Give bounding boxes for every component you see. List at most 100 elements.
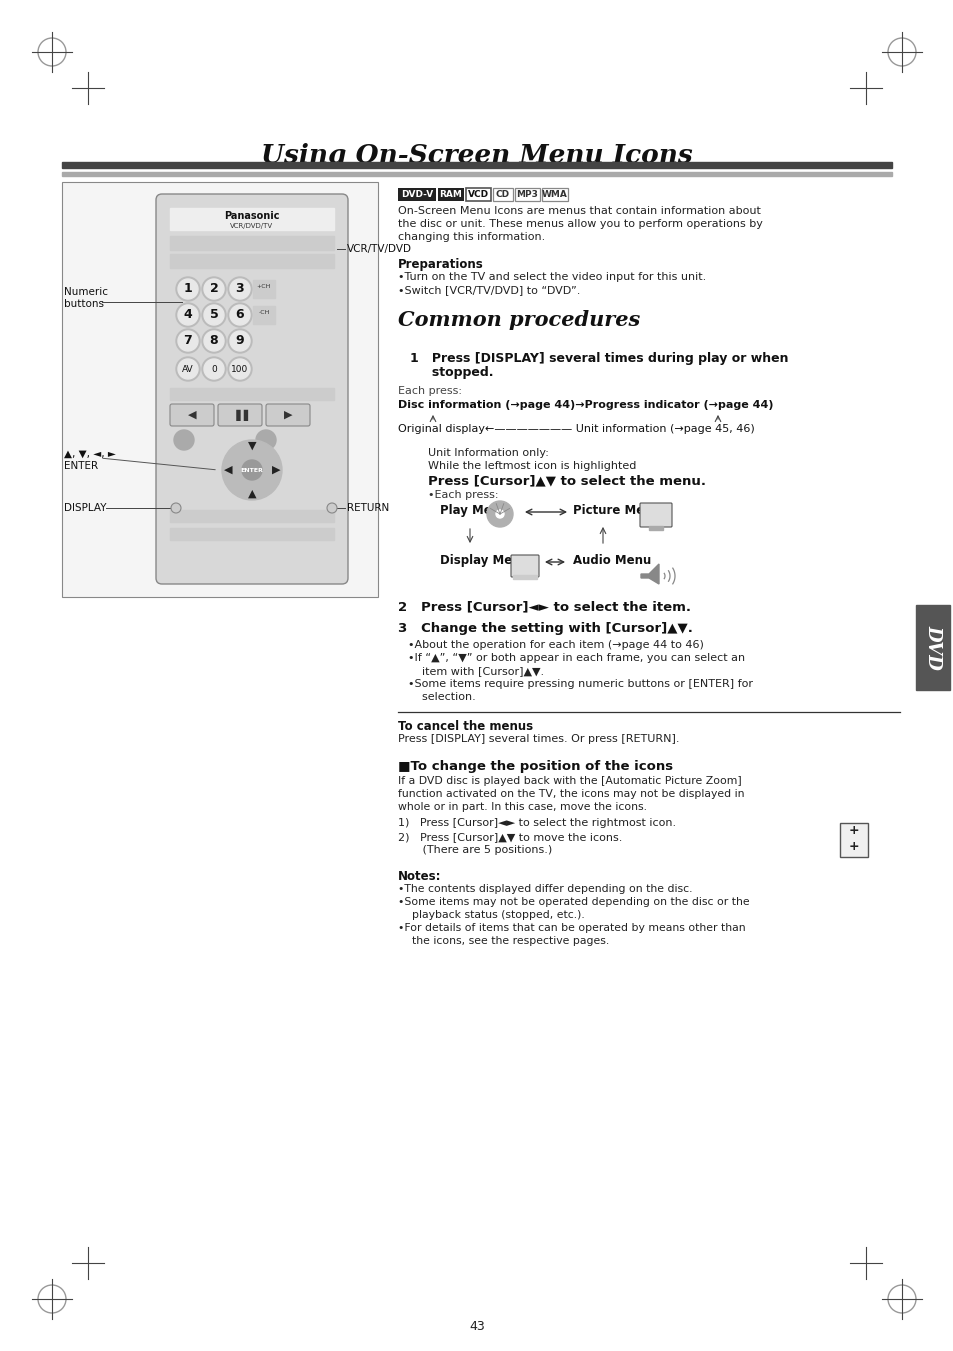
Circle shape [486, 501, 513, 527]
Circle shape [327, 503, 336, 513]
Circle shape [178, 280, 198, 299]
Text: •Switch [VCR/TV/DVD] to “DVD”.: •Switch [VCR/TV/DVD] to “DVD”. [397, 285, 579, 295]
Text: playback status (stopped, etc.).: playback status (stopped, etc.). [397, 911, 584, 920]
Text: VCR/DVD/TV: VCR/DVD/TV [231, 223, 274, 230]
Text: -CH: -CH [258, 311, 270, 316]
FancyBboxPatch shape [156, 195, 348, 584]
Circle shape [228, 303, 252, 327]
Bar [437, 188, 463, 201]
Bar [62, 162, 891, 168]
Text: ■To change the position of the icons: ■To change the position of the icons [397, 761, 673, 773]
Text: 5: 5 [210, 308, 218, 322]
Text: VCD: VCD [467, 190, 489, 199]
Text: function activated on the TV, the icons may not be displayed in: function activated on the TV, the icons … [397, 789, 743, 798]
Text: •About the operation for each item (→page 44 to 46): •About the operation for each item (→pag… [408, 640, 703, 650]
Circle shape [202, 277, 226, 301]
Text: •Some items may not be operated depending on the disc or the: •Some items may not be operated dependin… [397, 897, 749, 907]
FancyBboxPatch shape [511, 555, 538, 577]
Bar [62, 172, 891, 176]
Text: •The contents displayed differ depending on the disc.: •The contents displayed differ depending… [397, 884, 692, 894]
Text: 3   Change the setting with [Cursor]▲▼.: 3 Change the setting with [Cursor]▲▼. [397, 621, 692, 635]
Circle shape [230, 305, 250, 326]
Circle shape [230, 331, 250, 351]
Circle shape [173, 430, 193, 450]
Text: whole or in part. In this case, move the icons.: whole or in part. In this case, move the… [397, 802, 646, 812]
Circle shape [178, 305, 198, 326]
Text: 2)   Press [Cursor]▲▼ to move the icons.: 2) Press [Cursor]▲▼ to move the icons. [397, 832, 621, 842]
Circle shape [178, 359, 198, 380]
Bar [465, 188, 491, 201]
Text: +: + [848, 824, 859, 838]
Bar [170, 388, 334, 400]
Text: 100: 100 [232, 365, 249, 373]
Bar [62, 182, 377, 597]
Text: 43: 43 [469, 1320, 484, 1332]
Text: •For details of items that can be operated by means other than: •For details of items that can be operat… [397, 923, 745, 934]
Bar [253, 280, 274, 299]
Polygon shape [640, 563, 659, 584]
Circle shape [255, 430, 275, 450]
Text: 2   Press [Cursor]◄► to select the item.: 2 Press [Cursor]◄► to select the item. [397, 600, 690, 613]
Text: •Turn on the TV and select the video input for this unit.: •Turn on the TV and select the video inp… [397, 272, 705, 282]
Bar [170, 254, 334, 267]
Circle shape [496, 509, 503, 517]
Bar [493, 188, 512, 201]
Text: 0: 0 [211, 365, 216, 373]
Circle shape [204, 331, 224, 351]
Text: VCR/TV/DVD: VCR/TV/DVD [347, 245, 412, 254]
Text: 4: 4 [183, 308, 193, 322]
Circle shape [222, 440, 282, 500]
Text: the disc or unit. These menus allow you to perform operations by: the disc or unit. These menus allow you … [397, 219, 762, 230]
Text: MP3: MP3 [516, 190, 537, 199]
Text: •Each press:: •Each press: [428, 490, 498, 500]
Text: Play Menu: Play Menu [439, 504, 508, 517]
Circle shape [228, 330, 252, 353]
Circle shape [202, 357, 226, 381]
Text: 1: 1 [183, 282, 193, 296]
Text: item with [Cursor]▲▼.: item with [Cursor]▲▼. [408, 666, 543, 676]
Text: On-Screen Menu Icons are menus that contain information about: On-Screen Menu Icons are menus that cont… [397, 205, 760, 216]
Circle shape [228, 277, 252, 301]
Text: 1   Press [DISPLAY] several times during play or when: 1 Press [DISPLAY] several times during p… [410, 353, 788, 365]
Text: Picture Menu: Picture Menu [573, 504, 660, 517]
Text: •If “▲”, “▼” or both appear in each frame, you can select an: •If “▲”, “▼” or both appear in each fram… [408, 653, 744, 663]
Text: Notes:: Notes: [397, 870, 441, 884]
Circle shape [202, 330, 226, 353]
Bar [514, 188, 539, 201]
Bar [170, 509, 334, 521]
Text: DISPLAY: DISPLAY [64, 503, 107, 513]
Text: ▲: ▲ [248, 489, 256, 499]
Text: Unit Information only:: Unit Information only: [428, 449, 548, 458]
Text: To cancel the menus: To cancel the menus [397, 720, 533, 734]
Circle shape [202, 303, 226, 327]
Text: the icons, see the respective pages.: the icons, see the respective pages. [397, 936, 609, 946]
Bar [170, 208, 334, 230]
Bar [170, 236, 334, 250]
Circle shape [171, 503, 181, 513]
Text: Numeric
buttons: Numeric buttons [64, 288, 108, 309]
Text: Disc information (→page 44)→Progress indicator (→page 44): Disc information (→page 44)→Progress ind… [397, 400, 773, 409]
Text: ▶: ▶ [283, 409, 292, 420]
Circle shape [204, 280, 224, 299]
FancyBboxPatch shape [170, 404, 213, 426]
Bar [170, 528, 334, 540]
Text: •Some items require pressing numeric buttons or [ENTER] for: •Some items require pressing numeric but… [408, 680, 752, 689]
Text: Press [Cursor]▲▼ to select the menu.: Press [Cursor]▲▼ to select the menu. [428, 474, 705, 486]
Circle shape [230, 359, 250, 380]
Bar [541, 188, 567, 201]
Circle shape [230, 280, 250, 299]
Text: RAM: RAM [439, 190, 462, 199]
Circle shape [242, 459, 262, 480]
Text: ▲, ▼, ◄, ►
ENTER: ▲, ▼, ◄, ► ENTER [64, 449, 115, 470]
Text: DVD-V: DVD-V [400, 190, 433, 199]
Text: 9: 9 [235, 335, 244, 347]
Text: Original display←——————— Unit information (→page 45, 46): Original display←——————— Unit informatio… [397, 424, 754, 434]
Circle shape [204, 359, 224, 380]
Circle shape [204, 305, 224, 326]
Bar [513, 576, 537, 580]
Text: DVD: DVD [923, 624, 941, 670]
Text: Preparations: Preparations [397, 258, 483, 272]
Text: Each press:: Each press: [397, 386, 461, 396]
Text: (There are 5 positions.): (There are 5 positions.) [397, 844, 552, 855]
FancyBboxPatch shape [266, 404, 310, 426]
